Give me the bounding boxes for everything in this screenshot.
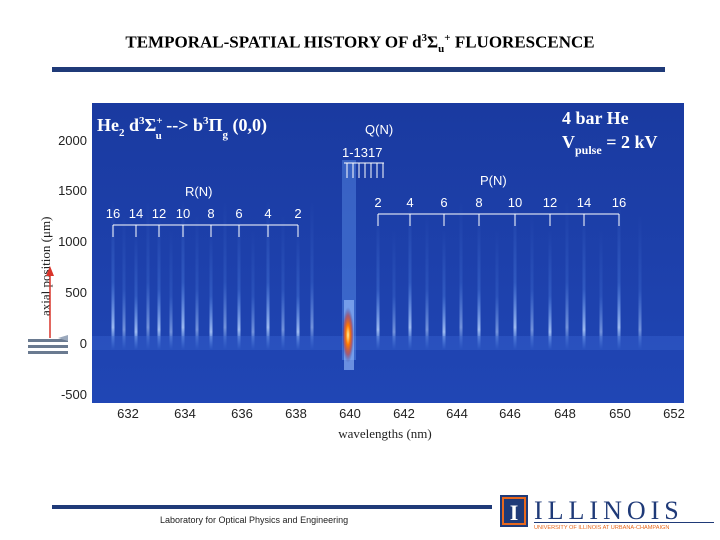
spectral-line-streak: [310, 200, 314, 350]
spectral-line-streak: [251, 230, 255, 350]
svg-text:632: 632: [117, 406, 139, 421]
svg-text:I: I: [510, 500, 519, 525]
svg-text:16: 16: [106, 206, 120, 221]
svg-text:6: 6: [440, 195, 447, 210]
p-branch-numbers: 2 4 6 8 10 12 14 16: [374, 195, 626, 210]
spectral-line-streak: [392, 230, 396, 350]
slide-title: TEMPORAL-SPATIAL HISTORY OF d3Σu+ FLUORE…: [125, 32, 595, 56]
svg-text:646: 646: [499, 406, 521, 421]
electrode-schematic: [28, 266, 68, 354]
spectral-line-streak: [146, 200, 150, 350]
svg-text:10: 10: [176, 206, 190, 221]
svg-text:6: 6: [235, 206, 242, 221]
spectral-line-streak: [565, 200, 569, 350]
spectral-line-streak: [122, 215, 126, 350]
spectral-line-streak: [134, 230, 138, 350]
logo-block-mark: [500, 495, 528, 527]
svg-text:2: 2: [374, 195, 381, 210]
spectral-line-streak: [111, 200, 115, 350]
svg-text:634: 634: [174, 406, 196, 421]
spectral-line-streak: [266, 200, 270, 350]
spectral-line-streak: [459, 200, 463, 350]
svg-text:1000: 1000: [58, 234, 87, 249]
svg-text:2000: 2000: [58, 133, 87, 148]
voltage-label: Vpulse = 2 kV: [562, 132, 657, 157]
svg-text:2: 2: [294, 206, 301, 221]
svg-text:650: 650: [609, 406, 631, 421]
spectral-line-streak: [582, 215, 586, 350]
svg-text:644: 644: [446, 406, 468, 421]
spectral-line-streak: [195, 215, 199, 350]
footer-bar: [52, 505, 492, 509]
spectral-line-streak: [617, 200, 621, 350]
svg-text:8: 8: [207, 206, 214, 221]
svg-text:4: 4: [406, 195, 413, 210]
spectral-line-streak: [157, 215, 161, 350]
spectral-line-streak: [209, 230, 213, 350]
svg-text:500: 500: [65, 285, 87, 300]
p-branch-bracket: [377, 213, 620, 226]
svg-text:16: 16: [612, 195, 626, 210]
svg-text:14: 14: [577, 195, 591, 210]
title-underline-bar: [52, 67, 665, 72]
q-branch-cluster: [342, 160, 356, 370]
y-tick-labels: 2000 1500 1000 500 0 -500: [58, 133, 87, 402]
spectral-line-streak: [281, 215, 285, 350]
r-branch-numbers: 16 14 12 10 8 6 4 2: [106, 206, 302, 221]
svg-text:4: 4: [264, 206, 271, 221]
svg-text:642: 642: [393, 406, 415, 421]
svg-text:14: 14: [129, 206, 143, 221]
svg-text:636: 636: [231, 406, 253, 421]
spectral-line-streak: [495, 230, 499, 350]
logo-wordmark: ILLINOIS: [534, 496, 684, 525]
x-axis-label: wavelengths (nm): [338, 426, 432, 441]
svg-text:-500: -500: [61, 387, 87, 402]
spectral-line-streak: [548, 230, 552, 350]
base-glow-band: [92, 336, 684, 350]
spectral-line-streak: [169, 230, 173, 350]
pressure-label: 4 bar He: [562, 108, 629, 128]
illinois-logo: I ILLINOIS UNIVERSITY OF ILLINOIS AT URB…: [500, 495, 714, 531]
svg-text:648: 648: [554, 406, 576, 421]
spectral-lines: [111, 200, 642, 350]
transition-label: He2 d3Σ+ u --> b3Πg (0,0): [97, 115, 267, 142]
svg-text:8: 8: [475, 195, 482, 210]
svg-text:0: 0: [80, 336, 87, 351]
spectral-line-streak: [181, 200, 185, 350]
spectral-line-streak: [442, 230, 446, 350]
svg-text:12: 12: [152, 206, 166, 221]
spectral-line-streak: [425, 215, 429, 350]
spectral-line-streak: [599, 230, 603, 350]
svg-text:638: 638: [285, 406, 307, 421]
r-branch-label: R(N): [185, 184, 212, 199]
spectral-line-streak: [223, 200, 227, 350]
spectral-line-streak: [638, 215, 642, 350]
r-branch-bracket: [112, 224, 299, 237]
svg-text:10: 10: [508, 195, 522, 210]
spectral-line-streak: [530, 215, 534, 350]
q-branch-ticks: [344, 162, 384, 178]
footer-lab-name: Laboratory for Optical Physics and Engin…: [160, 515, 349, 525]
svg-text:1500: 1500: [58, 183, 87, 198]
logo-subtitle: UNIVERSITY OF ILLINOIS AT URBANA-CHAMPAI…: [534, 525, 669, 531]
svg-text:652: 652: [663, 406, 685, 421]
svg-text:12: 12: [543, 195, 557, 210]
q-branch-label: Q(N): [365, 122, 393, 137]
p-branch-label: P(N): [480, 173, 507, 188]
spectral-line-streak: [296, 230, 300, 350]
svg-text:640: 640: [339, 406, 361, 421]
x-tick-labels: 632 634 636 638 640 642 644 646 648 650 …: [117, 406, 685, 421]
spectral-line-streak: [513, 200, 517, 350]
spectral-line-streak: [477, 215, 481, 350]
q-branch-range: 1-1317: [342, 145, 382, 160]
spectral-line-streak: [237, 215, 241, 350]
spectral-line-streak: [408, 200, 412, 350]
spectral-line-streak: [376, 215, 380, 350]
